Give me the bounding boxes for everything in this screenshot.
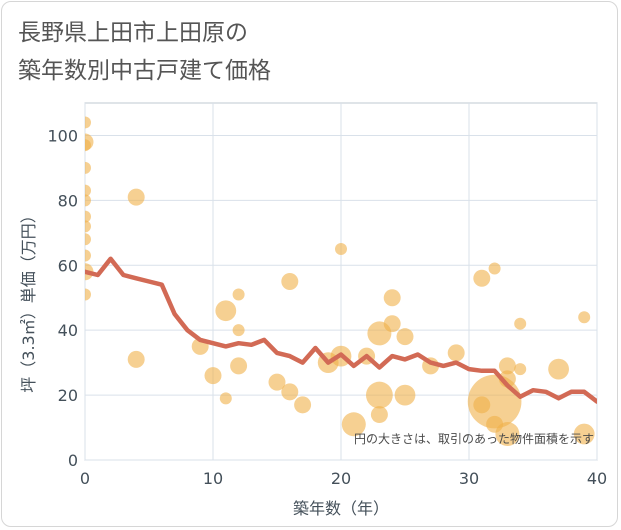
bubble-size-note: 円の大きさは、取引のあった物件面積を示す [354, 431, 594, 446]
bubble-point [232, 324, 245, 337]
bubble-point [498, 357, 516, 375]
bubble-point [341, 412, 366, 437]
y-tick-label: 100 [47, 126, 78, 145]
bubble-point [335, 243, 347, 256]
bubble-point [219, 392, 232, 405]
bubble-point [85, 139, 91, 152]
bubble-point [85, 288, 91, 301]
y-tick-label: 80 [58, 191, 78, 210]
bubble-point [281, 273, 299, 290]
bubble-point [85, 220, 91, 233]
bubble-point [396, 328, 414, 346]
bubble-point [85, 116, 91, 129]
chart-title-line1: 長野県上田市上田原の [18, 20, 248, 46]
bubble-point [232, 288, 245, 301]
bubble-point [488, 262, 501, 275]
bubble-point [514, 363, 527, 376]
bubble-point [394, 384, 416, 406]
bubble-point [215, 300, 237, 322]
bubble-point [85, 249, 91, 262]
x-tick-label: 10 [203, 469, 223, 488]
x-axis-label: 築年数（年） [293, 499, 389, 518]
chart-title-line2: 築年数別中古戸建て価格 [18, 58, 271, 84]
bubble-point [573, 423, 595, 445]
y-tick-label: 20 [58, 386, 78, 405]
bubble-point [294, 396, 312, 414]
x-tick-label: 20 [331, 469, 351, 488]
bubble-point [370, 406, 388, 424]
bubble-point [365, 381, 393, 409]
bubble-point [85, 194, 91, 207]
bubble-point [473, 269, 491, 287]
bubble-point [281, 383, 299, 401]
bubble-point [85, 233, 91, 246]
bubble-point [578, 311, 591, 324]
y-tick-label: 0 [68, 451, 78, 470]
y-tick-label: 40 [58, 321, 78, 340]
average-price-line [85, 256, 597, 404]
x-tick-label: 30 [459, 469, 479, 488]
y-tick-label: 60 [58, 256, 78, 275]
average-line-series [85, 256, 597, 404]
bubble-point [495, 422, 520, 447]
bubble-point [85, 184, 91, 197]
bubble-point [268, 373, 286, 391]
x-tick-label: 0 [80, 469, 90, 488]
chart-title: 長野県上田市上田原の 築年数別中古戸建て価格 [18, 14, 271, 90]
axis-ticks: 0 20 40 60 80 100 0 10 20 30 40 [47, 126, 607, 488]
bubble-point [548, 358, 569, 380]
bubble-point [383, 315, 401, 333]
bubble-point [514, 317, 527, 330]
bubble-point [85, 161, 91, 174]
bubble-point [204, 367, 222, 385]
y-axis-label: 坪（3.3㎡）単価（万円） [19, 207, 38, 392]
bubble-point [230, 357, 248, 375]
bubble-point [127, 350, 145, 368]
bubble-point [447, 344, 465, 362]
bubble-point [127, 188, 145, 206]
bubble-point [383, 289, 401, 307]
x-tick-label: 40 [587, 469, 607, 488]
bubble-point [85, 210, 91, 223]
